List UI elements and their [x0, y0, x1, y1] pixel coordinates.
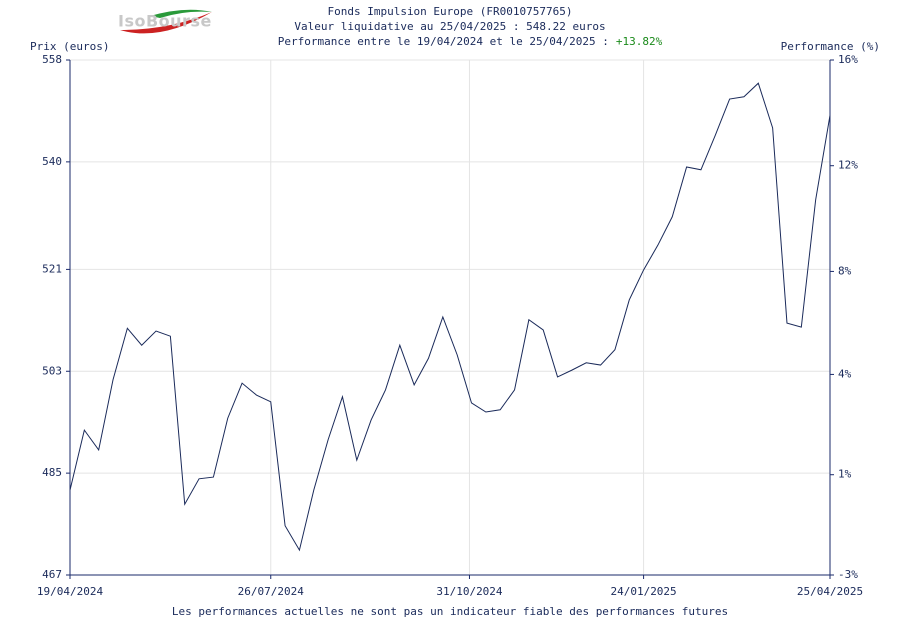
y-tick-label: 540: [42, 155, 62, 168]
x-tick-label: 31/10/2024: [436, 585, 503, 598]
chart-subtitle: Valeur liquidative au 25/04/2025 : 548.2…: [294, 20, 605, 33]
y2-tick-label: 4%: [838, 367, 852, 380]
logo-text: IsoBourse: [118, 12, 212, 31]
performance-text: Performance entre le 19/04/2024 et le 25…: [278, 35, 609, 48]
y2-axis-label: Performance (%): [781, 40, 880, 53]
logo: IsoBourse: [118, 9, 212, 34]
x-tick-label: 19/04/2024: [37, 585, 104, 598]
y-tick-label: 521: [42, 262, 62, 275]
price-line: [69, 82, 831, 552]
y2-tick-label: 1%: [838, 468, 852, 481]
logo-swoosh-green: [150, 9, 212, 18]
y-tick-label: 558: [42, 53, 62, 66]
y-axis-label: Prix (euros): [30, 40, 109, 53]
performance-line: Performance entre le 19/04/2024 et le 25…: [278, 35, 663, 48]
x-tick-label: 26/07/2024: [238, 585, 305, 598]
logo-swoosh-red: [120, 12, 212, 34]
y2-tick-label: 12%: [838, 159, 858, 172]
x-tick-label: 25/04/2025: [797, 585, 863, 598]
footnote: Les performances actuelles ne sont pas u…: [172, 605, 728, 618]
y-tick-label: 503: [42, 364, 62, 377]
y-tick-label: 485: [42, 466, 62, 479]
y2-tick-label: 8%: [838, 264, 852, 277]
y2-tick-label: -3%: [838, 568, 858, 581]
performance-value: +13.82%: [616, 35, 663, 48]
y2-tick-label: 16%: [838, 53, 858, 66]
chart-title: Fonds Impulsion Europe (FR0010757765): [327, 5, 572, 18]
y-tick-label: 467: [42, 568, 62, 581]
x-tick-label: 24/01/2025: [610, 585, 676, 598]
